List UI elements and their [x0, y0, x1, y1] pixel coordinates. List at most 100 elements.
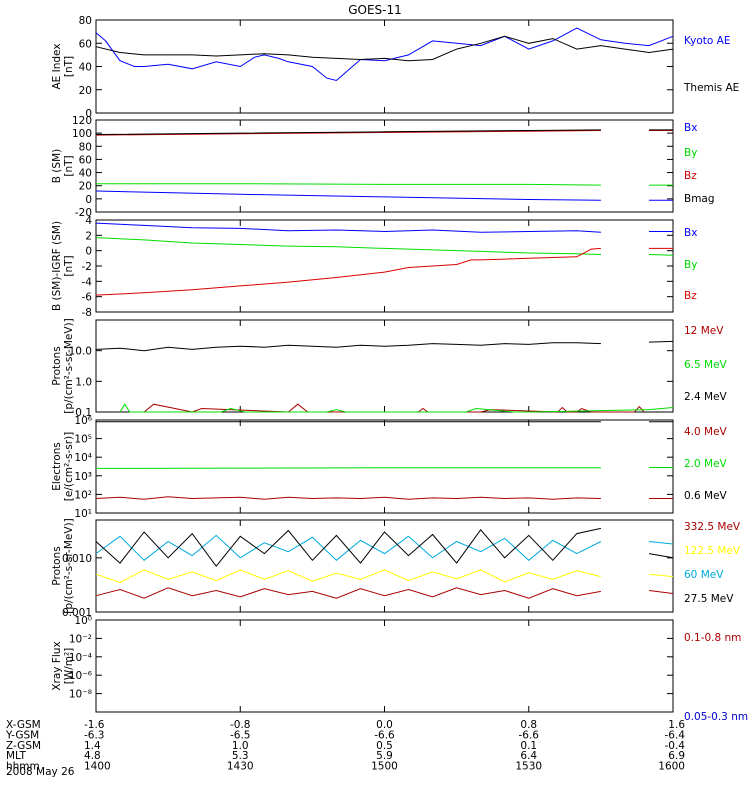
y-axis-label: Protons[p/(cm²-s-sr-MeV)]: [51, 318, 75, 413]
series-line-332-5-mev: [648, 590, 674, 594]
x-column-value: 1500: [371, 761, 398, 773]
y-axis-label-line: [nT]: [63, 255, 75, 276]
y-axis-label-line: [nT]: [63, 56, 75, 77]
y-axis-label-line: Xray Flux: [51, 641, 63, 690]
y-axis-label-line: Protons: [51, 346, 63, 385]
series-line-2-4-mev: [648, 340, 674, 343]
series-line-2-4-mev: [95, 342, 601, 352]
legend-entry: Bmag: [684, 193, 715, 205]
y-tick-label: 10⁻²: [69, 633, 92, 645]
y-tick-label: 10⁻⁸: [69, 689, 92, 701]
x-column-value: -0.4: [665, 740, 686, 752]
x-column-value: 6.4: [520, 750, 537, 762]
y-tick-label: 0.1: [75, 407, 92, 419]
y-tick-label: 60: [79, 38, 92, 50]
x-row-label: Y-GSM: [5, 729, 39, 741]
y-axis-label-line: Electrons: [51, 442, 63, 491]
y-axis-label-line: [e/(cm²-s-sr)]: [63, 432, 75, 501]
legend-entry: Themis AE: [683, 82, 739, 94]
legend-entry: Bx: [684, 227, 697, 239]
x-column-value: 5.9: [376, 750, 393, 762]
y-axis-label: Xray Flux[W/m²]: [51, 641, 75, 690]
series-line-bmag: [95, 129, 601, 135]
x-column-value: 4.8: [84, 750, 101, 762]
x-column-value: 0.1: [520, 740, 537, 752]
panel-frame: [95, 619, 674, 713]
panel-frame: [95, 219, 674, 313]
x-column-value: -6.5: [230, 729, 251, 741]
x-column-value: -1.6: [84, 719, 105, 731]
y-axis-label-line: [p/(cm²-s-sr-MeV)]: [63, 318, 75, 413]
series-line-122-5-mev: [95, 569, 602, 584]
series-line-by: [648, 254, 674, 256]
x-column-value: -6.6: [519, 729, 540, 741]
x-column-value: 0.0: [376, 719, 393, 731]
x-column-value: 1430: [227, 761, 254, 773]
panel-frame: [95, 319, 674, 413]
x-column-value: 1.6: [668, 719, 685, 731]
y-axis-label-line: B (SM): [51, 149, 63, 183]
y-tick-label: 10³: [74, 471, 92, 483]
series-line-kyoto-ae: [95, 27, 674, 82]
legend-entry: 60 MeV: [684, 569, 724, 581]
legend-entry: Bx: [684, 122, 697, 134]
series-line-bx: [95, 222, 601, 233]
series-line-by: [96, 183, 601, 186]
y-tick-label: 120: [72, 115, 92, 127]
y-tick-label: 0.010: [62, 553, 92, 565]
legend-entry: Bz: [684, 290, 697, 302]
y-tick-label: -4: [82, 276, 93, 288]
legend-entry: 2.4 MeV: [684, 391, 728, 403]
y-tick-label: 10⁻⁶: [69, 670, 92, 682]
panel-frame: [95, 419, 674, 514]
series-line-bz: [95, 130, 601, 136]
legend-entry: 122.5 MeV: [684, 545, 741, 557]
x-column-value: 6.9: [668, 750, 685, 762]
x-column-value: 1530: [515, 761, 542, 773]
panel-xray: 10⁻⁸ 10⁻⁶ 10⁻⁴ 10⁻² 10⁰ Xray Flux[W/m²] 0.1-0.…: [51, 615, 748, 723]
x-row-label: X-GSM: [6, 719, 41, 731]
x-column-value: 1600: [658, 761, 685, 773]
y-tick-label: 20: [79, 181, 92, 193]
panel-electrons: 10¹ 10² 10³ 10⁴ 10⁵ 10⁶ Electrons[e/(cm²-s-sr)…: [51, 415, 728, 520]
legend-entry: 332.5 MeV: [684, 521, 741, 533]
series-line-27-5-mev: [95, 527, 602, 568]
y-axis-label: B (SM)[nT]: [51, 149, 75, 183]
y-tick-label: 10⁵: [74, 434, 92, 446]
series-line-by: [95, 237, 601, 255]
y-tick-label: 40: [79, 62, 92, 74]
x-column-value: -6.3: [84, 729, 105, 741]
y-tick-label: 10⁻⁴: [69, 652, 92, 664]
plot-title: GOES-11: [348, 3, 402, 17]
legend-entry: 0.6 MeV: [684, 490, 728, 502]
series-line-bx: [95, 190, 601, 201]
y-tick-label: 20: [79, 85, 92, 97]
y-tick-label: -8: [82, 307, 92, 319]
series-line-2-0-mev: [95, 467, 601, 469]
y-axis-label: AE Index[nT]: [51, 43, 75, 89]
panel-dbigrf: -8 -6 -4 -2 0 2 4 B (SM)-IGRF (SM)[nT] Bx By Bz: [51, 215, 697, 319]
panel-frame: [95, 519, 674, 613]
y-axis-label: Protons[p/(cm²-s-sr-MeV)]: [51, 518, 75, 613]
x-column-value: 1.0: [232, 740, 249, 752]
legend-entry: Bz: [684, 170, 697, 182]
y-tick-label: 40: [79, 168, 92, 180]
x-row-label: Z-GSM: [6, 740, 41, 752]
y-axis-label-line: AE Index: [51, 43, 63, 89]
y-tick-label: 0.001: [62, 607, 92, 619]
series-line-6-5-mev: [119, 403, 674, 413]
y-tick-label: 0: [85, 194, 92, 206]
series-line-122-5-mev: [648, 573, 674, 578]
x-column-value: 5.3: [232, 750, 249, 762]
legend-entry: 0.05-0.3 nm: [684, 711, 748, 723]
legend-entry: 6.5 MeV: [684, 359, 728, 371]
x-column-value: 0.5: [376, 740, 393, 752]
series-line-60-mev: [648, 541, 674, 545]
